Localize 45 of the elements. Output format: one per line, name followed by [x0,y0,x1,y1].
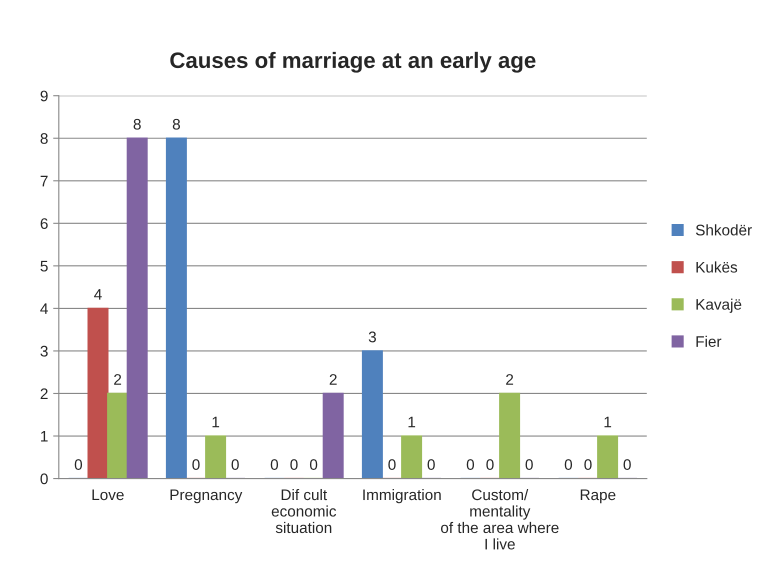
data-label: 3 [368,332,376,342]
y-tick-label: 6 [40,218,48,230]
data-label: 0 [310,459,318,470]
x-tick-label: Immigration [363,488,441,504]
y-tick-label: 7 [40,176,48,186]
y-tick-label: 0 [40,473,48,484]
data-label: 0 [74,459,82,470]
data-label: 0 [290,459,298,470]
data-label: 1 [212,416,220,428]
y-tick-label: 9 [40,90,48,102]
y-tick-label: 5 [40,260,48,272]
data-label: 0 [428,459,435,470]
data-label: 0 [270,459,278,470]
data-label: 0 [624,459,631,470]
legend-label: Kukës [696,261,738,273]
x-tick-label: Love [92,490,124,500]
data-label: 8 [172,118,180,130]
y-tick-label: 8 [40,133,48,144]
data-label: 8 [134,118,141,130]
data-label: 0 [486,459,494,470]
y-tick-label: 2 [40,388,48,400]
chart-title: Causes of marriage at an early age [170,52,536,73]
y-tick-label: 3 [40,346,48,357]
data-label: 0 [466,459,474,470]
data-label: 0 [564,459,572,470]
y-tick-label: 1 [41,431,48,442]
data-label: 2 [506,374,514,385]
data-label: 0 [192,459,200,470]
x-tick-label: Custom/ mentality of the area where I live [440,488,559,550]
x-tick-label: Dif cult economic situation [272,488,336,534]
data-label: 2 [114,374,122,385]
data-label: 0 [388,459,396,470]
x-tick-label: Pregnancy [170,490,242,504]
data-label: 0 [232,459,239,470]
data-label: 4 [94,289,102,300]
data-label: 1 [408,416,416,428]
data-label: 1 [604,416,612,428]
legend-label: Kavajë [696,298,742,313]
y-tick-label: 4 [40,303,48,314]
data-label: 2 [330,374,337,385]
data-label: 0 [526,459,533,470]
legend-label: Fier [696,336,722,347]
data-label: 0 [584,459,592,470]
legend-label: Shkodër [696,224,752,236]
x-tick-label: Rape [580,490,616,504]
